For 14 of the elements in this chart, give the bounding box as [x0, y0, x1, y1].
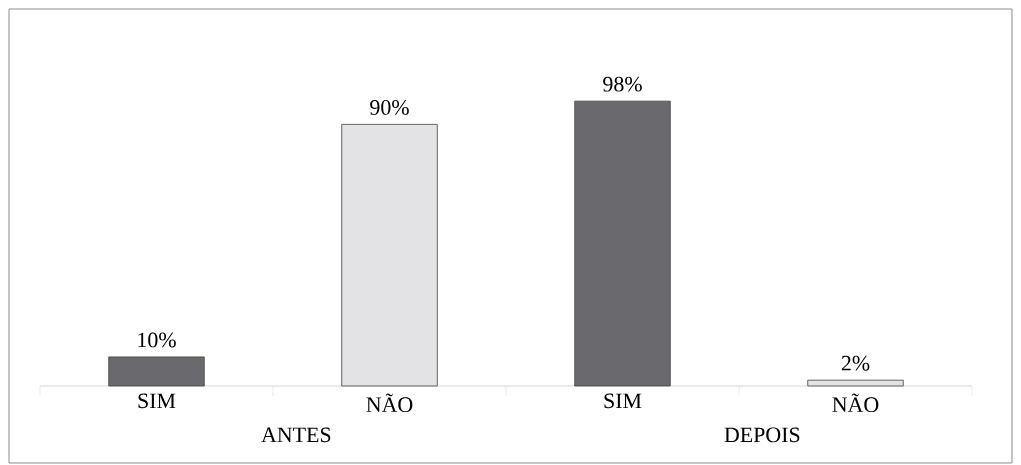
bar — [108, 356, 205, 387]
x-tick-label: NÃO — [832, 393, 879, 413]
bar — [574, 100, 671, 387]
data-label: 98% — [603, 76, 642, 92]
text: DEPOIS — [724, 427, 800, 443]
x-tick-label: SIM — [138, 393, 176, 409]
data-label: 90% — [370, 100, 409, 115]
bar — [341, 123, 438, 387]
data-label: 10% — [138, 332, 176, 348]
text: ANTES — [261, 427, 331, 443]
bar — [807, 379, 904, 387]
data-label: 2% — [841, 355, 870, 371]
x-tick-label: NÃO — [366, 393, 413, 413]
x-tick-label: SIM — [604, 393, 642, 409]
